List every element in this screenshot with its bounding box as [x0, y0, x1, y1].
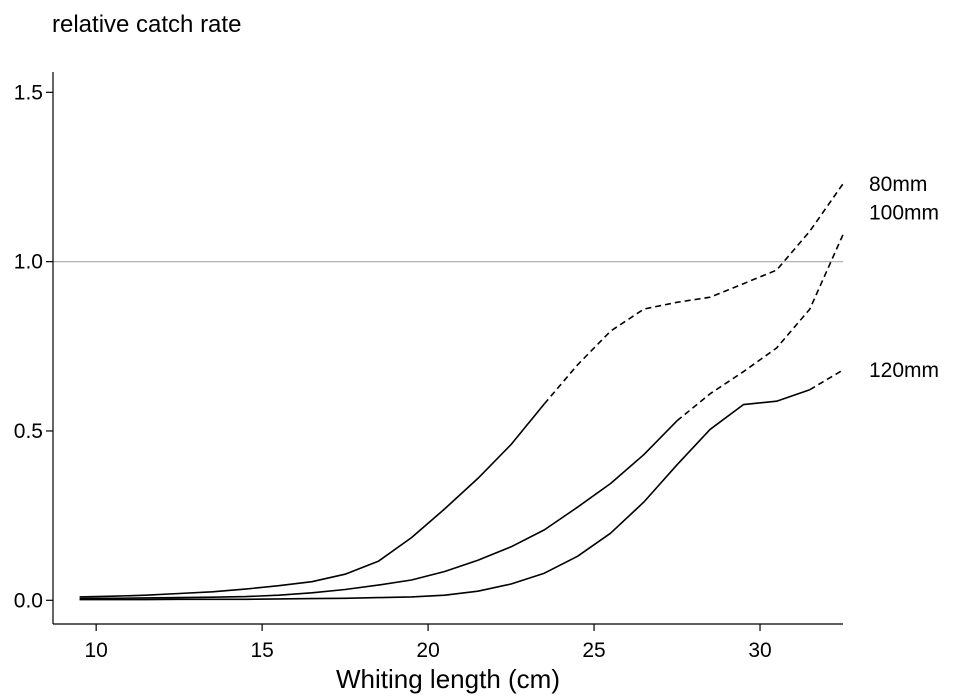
x-tick-label-10: 10 [84, 639, 107, 662]
series-100mm-solid-line [79, 420, 678, 600]
series-label-120mm: 120mm [869, 359, 939, 382]
series-80mm-dashed-line [543, 183, 844, 405]
series-100mm-dashed-line [676, 234, 844, 422]
series-120mm-dashed-line [809, 369, 844, 391]
y-tick-label-3: 1.5 [14, 81, 43, 104]
chart-title: relative catch rate [52, 11, 241, 38]
series-label-80mm: 80mm [869, 173, 927, 196]
y-axis-ticks: 0.0 0.5 1.0 1.5 [14, 81, 53, 612]
x-tick-label-25: 25 [582, 639, 605, 662]
x-tick-label-30: 30 [748, 639, 771, 662]
series-120mm-solid-line [79, 388, 811, 601]
y-tick-label-0: 0.0 [14, 589, 43, 612]
series-label-100mm: 100mm [869, 202, 939, 225]
x-tick-label-20: 20 [416, 639, 439, 662]
x-tick-label-15: 15 [250, 639, 273, 662]
series-labels: 80mm 100mm 120mm [869, 173, 939, 382]
y-tick-label-2: 1.0 [14, 251, 43, 274]
y-tick-label-1: 0.5 [14, 420, 43, 443]
curves [79, 183, 844, 601]
x-axis-title: Whiting length (cm) [336, 664, 560, 694]
series-80mm-solid-line [79, 403, 545, 598]
x-axis-ticks: 10 15 20 25 30 [84, 624, 772, 662]
